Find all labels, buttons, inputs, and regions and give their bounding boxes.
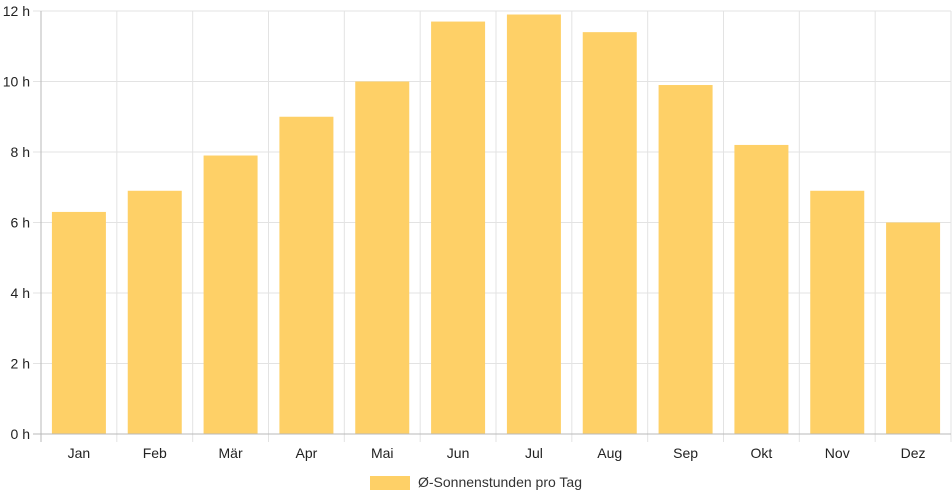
y-tick-label: 12 h <box>3 3 30 19</box>
bar-apr[interactable] <box>279 116 334 434</box>
bar-jun[interactable] <box>431 21 486 434</box>
bar-okt[interactable] <box>734 144 789 434</box>
tick-labels: 0 h 2 h 4 h 6 h 8 h 10 h 12 h Jan Feb Mär Apr Mai Ju… <box>3 3 926 461</box>
x-tick-label: Mär <box>219 445 243 461</box>
legend[interactable]: Ø-Sonnenstunden pro Tag <box>370 474 582 490</box>
axes <box>33 11 951 442</box>
legend-label[interactable]: Ø-Sonnenstunden pro Tag <box>418 474 582 490</box>
bar-dez[interactable] <box>886 222 941 435</box>
x-tick-label: Dez <box>901 445 926 461</box>
bar-nov[interactable] <box>810 190 865 434</box>
x-tick-label: Nov <box>825 445 850 461</box>
bar-mai[interactable] <box>355 81 410 435</box>
x-tick-label: Jul <box>525 445 543 461</box>
y-tick-label: 4 h <box>11 285 30 301</box>
y-tick-label: 6 h <box>11 215 30 231</box>
bars <box>51 14 941 435</box>
legend-swatch[interactable] <box>370 476 410 490</box>
x-tick-label: Jan <box>68 445 91 461</box>
x-tick-label: Sep <box>673 445 698 461</box>
x-tick-label: Apr <box>296 445 318 461</box>
bar-feb[interactable] <box>127 190 182 434</box>
y-tick-label: 0 h <box>11 426 30 442</box>
bar-sep[interactable] <box>658 85 713 435</box>
bar-jan[interactable] <box>51 211 106 434</box>
x-tick-label: Okt <box>751 445 773 461</box>
y-tick-label: 2 h <box>11 356 30 372</box>
x-tick-label: Mai <box>371 445 394 461</box>
y-tick-label: 10 h <box>3 74 30 90</box>
bar-aug[interactable] <box>582 32 637 435</box>
bar-jul[interactable] <box>506 14 561 435</box>
x-tick-label: Aug <box>597 445 622 461</box>
grid-lines <box>33 10 952 442</box>
bar-mär[interactable] <box>203 155 258 434</box>
y-tick-label: 8 h <box>11 144 30 160</box>
x-tick-label: Jun <box>447 445 470 461</box>
x-tick-label: Feb <box>143 445 167 461</box>
